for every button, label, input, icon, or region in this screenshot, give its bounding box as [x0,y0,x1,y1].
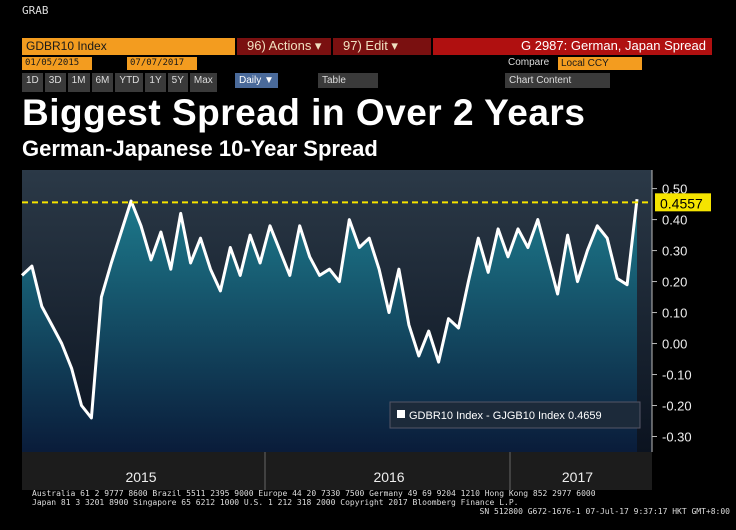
legend: GDBR10 Index - GJGB10 Index 0.4659 [389,401,641,429]
legend-series-name: GDBR10 Index - GJGB10 Index [409,410,565,422]
range-button[interactable]: Max [189,73,217,92]
function-title: G 2987: German, Japan Spread [433,38,712,55]
range-button[interactable]: 6M [91,73,114,92]
area-fill [22,199,637,452]
chart-content-button[interactable]: Chart Content [505,73,610,88]
footer-line: SN 512800 G672-1676-1 07-Jul-17 9:37:17 … [480,507,731,516]
x-tick-label: 2017 [562,469,593,485]
ticker-field[interactable]: GDBR10 Index [22,38,235,55]
range-button[interactable]: 1M [67,73,90,92]
x-tick-label: 2016 [373,469,404,485]
y-tick-label: 0.00 [662,337,687,352]
legend-swatch [397,410,405,418]
chart-subtitle: German-Japanese 10-Year Spread [22,136,378,161]
compare-label[interactable]: Compare [508,57,550,68]
legend-entry: GDBR10 Index - GJGB10 Index 0.4659 [409,410,602,422]
y-tick-label: -0.20 [662,399,692,414]
footer-line: Japan 81 3 3201 8900 Singapore 65 6212 1… [32,498,518,507]
range-button[interactable]: 3D [44,73,66,92]
grab-label: GRAB [22,4,49,17]
y-tick-label: -0.10 [662,368,692,383]
line [20,199,639,420]
range-button[interactable]: YTD [115,73,144,92]
frequency-button[interactable]: Daily ▼ [235,73,278,88]
y-tick-label: -0.30 [662,430,692,445]
edit-menu[interactable]: 97) Edit ▾ [333,38,431,55]
y-tick-label: 0.30 [662,244,687,259]
end-date[interactable]: 07/07/2017 [127,57,197,70]
footer-line: Australia 61 2 9777 8600 Brazil 5511 239… [32,489,596,498]
x-axis-strip [22,452,652,490]
legend-last-value: 0.4659 [568,410,602,422]
y-tick-label: 0.20 [662,275,687,290]
y-tick-label: 0.40 [662,213,687,228]
y-tick-label: 0.10 [662,306,687,321]
x-tick-label: 2015 [125,469,156,485]
range-button[interactable]: 5Y [167,73,188,92]
chart-title: Biggest Spread in Over 2 Years [22,92,586,133]
actions-menu[interactable]: 96) Actions ▾ [237,38,331,55]
y-tick-label: 0.50 [662,182,687,197]
table-button[interactable]: Table [318,73,378,88]
start-date[interactable]: 01/05/2015 [22,57,92,70]
legend-box [389,401,641,429]
range-buttons: 1D 3D 1M 6M YTD 1Y 5Y Max [22,73,217,92]
currency-field[interactable]: Local CCY [558,57,642,70]
reference-label-box [655,193,711,212]
reference-label: 0.4557 [660,195,703,211]
range-button[interactable]: 1Y [145,73,166,92]
range-button[interactable]: 1D [22,73,43,92]
